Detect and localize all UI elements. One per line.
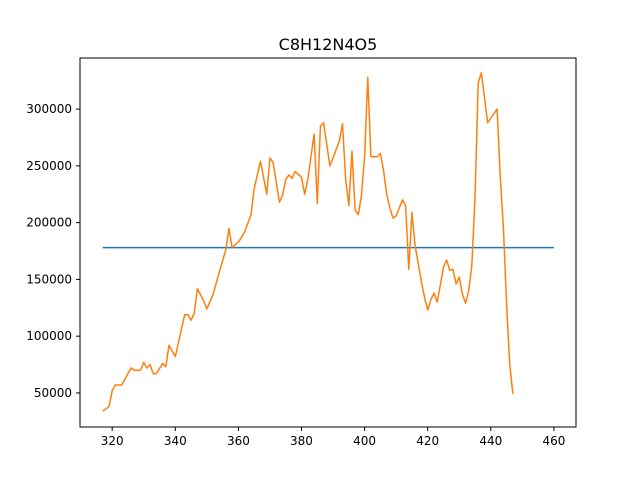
y-tick-label: 100000 xyxy=(26,329,72,343)
series-line-2 xyxy=(102,72,514,412)
x-tick-label: 460 xyxy=(542,434,565,448)
x-tick-label: 440 xyxy=(479,434,502,448)
x-tick-label: 320 xyxy=(101,434,124,448)
y-tick-label: 250000 xyxy=(26,159,72,173)
x-tick-label: 380 xyxy=(290,434,313,448)
x-tick-label: 360 xyxy=(227,434,250,448)
y-tick-label: 150000 xyxy=(26,272,72,286)
axes: 320 340 360 380 400 420 440 460 50000 100000 15000… xyxy=(26,102,565,448)
x-tick-label: 400 xyxy=(353,434,376,448)
plot-area xyxy=(102,72,554,412)
y-tick-label: 200000 xyxy=(26,216,72,230)
y-tick-label: 300000 xyxy=(26,102,72,116)
x-tick-label: 420 xyxy=(416,434,439,448)
y-tick-label: 50000 xyxy=(34,386,72,400)
chart-title: C8H12N4O5 xyxy=(279,35,378,54)
x-tick-label: 340 xyxy=(164,434,187,448)
axes-frame xyxy=(79,57,577,428)
